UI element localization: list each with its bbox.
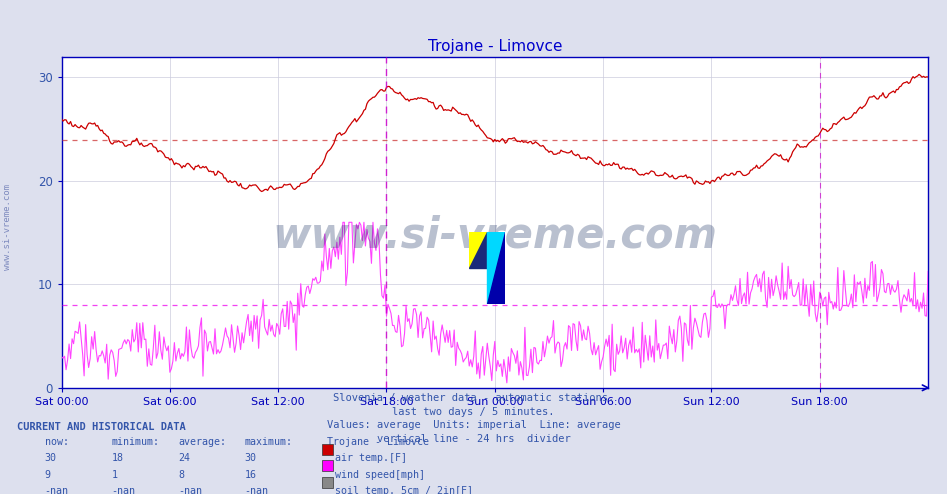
Text: 30: 30 [45, 453, 57, 463]
Text: Values: average  Units: imperial  Line: average: Values: average Units: imperial Line: av… [327, 420, 620, 430]
Text: soil temp. 5cm / 2in[F]: soil temp. 5cm / 2in[F] [335, 486, 474, 494]
Text: -nan: -nan [178, 486, 202, 494]
Text: Trojane - Limovce: Trojane - Limovce [327, 437, 429, 447]
Text: 24: 24 [178, 453, 190, 463]
Text: 8: 8 [178, 470, 184, 480]
Text: -nan: -nan [112, 486, 135, 494]
Text: 9: 9 [45, 470, 50, 480]
Polygon shape [487, 232, 505, 304]
Title: Trojane - Limovce: Trojane - Limovce [427, 39, 563, 54]
Text: 30: 30 [244, 453, 257, 463]
Text: CURRENT AND HISTORICAL DATA: CURRENT AND HISTORICAL DATA [17, 422, 186, 432]
Text: www.si-vreme.com: www.si-vreme.com [3, 184, 12, 270]
Text: 16: 16 [244, 470, 257, 480]
Text: www.si-vreme.com: www.si-vreme.com [273, 214, 717, 256]
Text: -nan: -nan [244, 486, 268, 494]
Text: now:: now: [45, 437, 68, 447]
Text: average:: average: [178, 437, 226, 447]
Text: air temp.[F]: air temp.[F] [335, 453, 407, 463]
Text: maximum:: maximum: [244, 437, 293, 447]
Text: wind speed[mph]: wind speed[mph] [335, 470, 425, 480]
Polygon shape [487, 232, 505, 304]
Text: vertical line - 24 hrs  divider: vertical line - 24 hrs divider [377, 434, 570, 444]
Polygon shape [469, 232, 487, 268]
Text: Slovenia / weather data - automatic stations.: Slovenia / weather data - automatic stat… [333, 393, 614, 403]
Text: last two days / 5 minutes.: last two days / 5 minutes. [392, 407, 555, 416]
Text: minimum:: minimum: [112, 437, 160, 447]
Text: 1: 1 [112, 470, 117, 480]
Text: 18: 18 [112, 453, 124, 463]
Polygon shape [469, 232, 487, 268]
Text: -nan: -nan [45, 486, 68, 494]
